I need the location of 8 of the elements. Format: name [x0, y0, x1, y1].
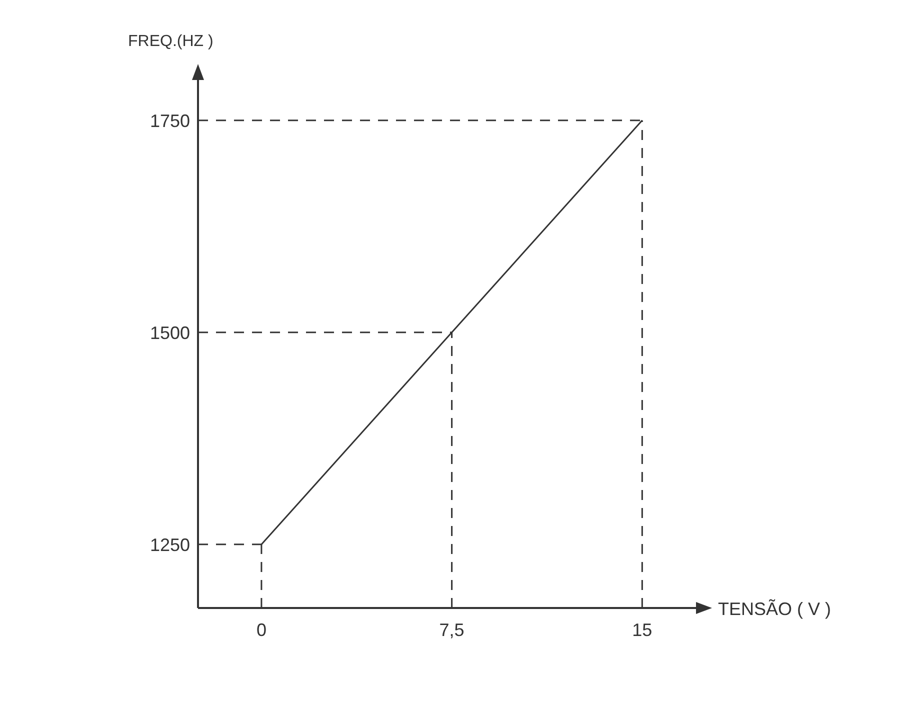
x-axis-title: TENSÃO ( V )	[718, 599, 832, 619]
y-axis-title: FREQ.(HZ )	[128, 33, 214, 50]
y-tick-label: 1750	[150, 110, 190, 131]
y-tick-label: 1500	[150, 322, 190, 343]
x-tick-label: 0	[256, 620, 266, 640]
y-tick-label: 1250	[150, 534, 190, 555]
x-tick-label: 7,5	[439, 620, 464, 640]
x-tick-label: 15	[632, 620, 652, 640]
